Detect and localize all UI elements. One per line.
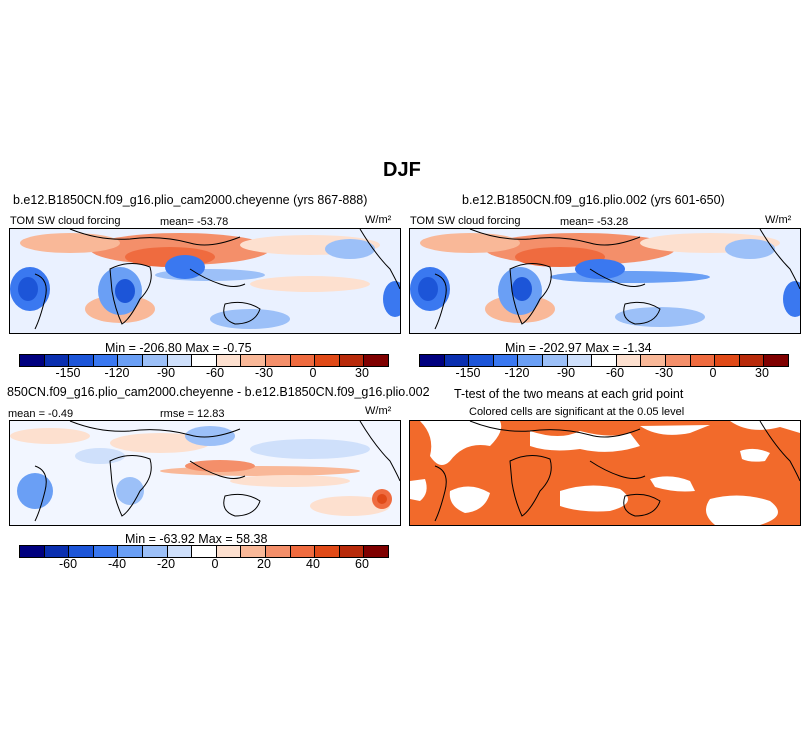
colorbar-box <box>690 355 716 366</box>
colorbar-box <box>290 546 316 557</box>
colorbar-box <box>44 355 70 366</box>
panel3-colorbar <box>19 545 389 558</box>
panel2-variable-label: TOM SW cloud forcing <box>410 215 521 227</box>
colorbar-box <box>192 546 217 557</box>
colorbar-tick-label: -60 <box>58 557 78 571</box>
panel3-map-field <box>10 421 400 525</box>
colorbar-tick-label: 0 <box>709 366 717 380</box>
panel2-map-field <box>410 229 800 333</box>
colorbar-box <box>315 546 340 557</box>
colorbar-box <box>93 546 119 557</box>
colorbar-box <box>518 355 543 366</box>
panel2-units-label: W/m² <box>765 214 792 226</box>
panel2-mean-label: mean= -53.28 <box>560 216 629 228</box>
colorbar-box <box>265 355 291 366</box>
panel1-colorbar <box>19 354 389 367</box>
panel1-mean-label: mean= -53.78 <box>160 216 229 228</box>
colorbar-box <box>265 546 291 557</box>
colorbar-tick-label: -90 <box>556 366 576 380</box>
colorbar-box <box>118 355 143 366</box>
panel3-map <box>9 420 401 526</box>
colorbar-tick-label: -120 <box>104 366 130 380</box>
panel3-colorbar-ticks: -60 -40 -20 0 20 40 60 <box>19 557 387 573</box>
colorbar-box <box>241 546 266 557</box>
colorbar-box <box>715 355 740 366</box>
colorbar-box <box>69 546 94 557</box>
colorbar-tick-label: -90 <box>156 366 176 380</box>
colorbar-box <box>764 355 788 366</box>
colorbar-box <box>739 355 765 366</box>
panel4-subtitle: Colored cells are significant at the 0.0… <box>469 406 685 418</box>
colorbar-tick-label: 0 <box>211 557 219 571</box>
colorbar-box <box>69 355 94 366</box>
panel2-minmax-label: Min = -202.97 Max = -1.34 <box>505 341 652 355</box>
colorbar-box <box>420 355 445 366</box>
colorbar-box <box>44 546 70 557</box>
colorbar-box <box>93 355 119 366</box>
panel1-title: b.e12.B1850CN.f09_g16.plio_cam2000.cheye… <box>13 193 368 207</box>
colorbar-box <box>665 355 691 366</box>
colorbar-box <box>216 546 242 557</box>
colorbar-tick-label: 30 <box>355 366 369 380</box>
colorbar-box <box>493 355 519 366</box>
colorbar-tick-label: -40 <box>107 557 127 571</box>
colorbar-box <box>641 355 666 366</box>
colorbar-tick-label: -30 <box>654 366 674 380</box>
colorbar-box <box>444 355 470 366</box>
panel3-title: 850CN.f09_g16.plio_cam2000.cheyenne - b.… <box>7 385 430 399</box>
panel4-map <box>409 420 801 526</box>
colorbar-box <box>20 355 45 366</box>
colorbar-tick-label: -150 <box>55 366 81 380</box>
colorbar-box <box>567 355 593 366</box>
colorbar-box <box>364 355 388 366</box>
colorbar-box <box>241 355 266 366</box>
colorbar-box <box>290 355 316 366</box>
colorbar-box <box>118 546 143 557</box>
colorbar-box <box>167 546 193 557</box>
colorbar-tick-label: -20 <box>156 557 176 571</box>
panel1-minmax-label: Min = -206.80 Max = -0.75 <box>105 341 252 355</box>
panel2-colorbar-ticks: -150 -120 -90 -60 -30 0 30 <box>419 366 787 382</box>
panel2-map <box>409 228 801 334</box>
colorbar-box <box>339 355 365 366</box>
colorbar-box <box>192 355 217 366</box>
colorbar-tick-label: 30 <box>755 366 769 380</box>
figure-title: DJF <box>383 159 421 181</box>
panel1-map <box>9 228 401 334</box>
colorbar-box <box>616 355 642 366</box>
colorbar-tick-label: -60 <box>205 366 225 380</box>
colorbar-box <box>142 546 168 557</box>
colorbar-tick-label: 60 <box>355 557 369 571</box>
colorbar-box <box>167 355 193 366</box>
panel1-variable-label: TOM SW cloud forcing <box>10 215 121 227</box>
panel1-colorbar-ticks: -150 -120 -90 -60 -30 0 30 <box>19 366 387 382</box>
panel1-units-label: W/m² <box>365 214 392 226</box>
colorbar-box <box>542 355 568 366</box>
panel3-minmax-label: Min = -63.92 Max = 58.38 <box>125 532 268 546</box>
colorbar-tick-label: 40 <box>306 557 320 571</box>
panel4-title: T-test of the two means at each grid poi… <box>454 387 684 401</box>
panel4-map-field <box>410 421 800 525</box>
colorbar-tick-label: -60 <box>605 366 625 380</box>
colorbar-box <box>592 355 617 366</box>
panel1-map-field <box>10 229 400 333</box>
colorbar-box <box>142 355 168 366</box>
colorbar-tick-label: 0 <box>309 366 317 380</box>
colorbar-box <box>20 546 45 557</box>
panel3-rmse-label: rmse = 12.83 <box>160 408 225 420</box>
panel2-title: b.e12.B1850CN.f09_g16.plio.002 (yrs 601-… <box>462 193 725 207</box>
panel2-colorbar <box>419 354 789 367</box>
panel3-units-label: W/m² <box>365 405 392 417</box>
panel3-mean-label: mean = -0.49 <box>8 408 74 420</box>
colorbar-tick-label: -150 <box>455 366 481 380</box>
colorbar-box <box>469 355 494 366</box>
colorbar-box <box>315 355 340 366</box>
colorbar-tick-label: -30 <box>254 366 274 380</box>
colorbar-tick-label: -120 <box>504 366 530 380</box>
colorbar-box <box>364 546 388 557</box>
colorbar-box <box>216 355 242 366</box>
colorbar-tick-label: 20 <box>257 557 271 571</box>
colorbar-box <box>339 546 365 557</box>
